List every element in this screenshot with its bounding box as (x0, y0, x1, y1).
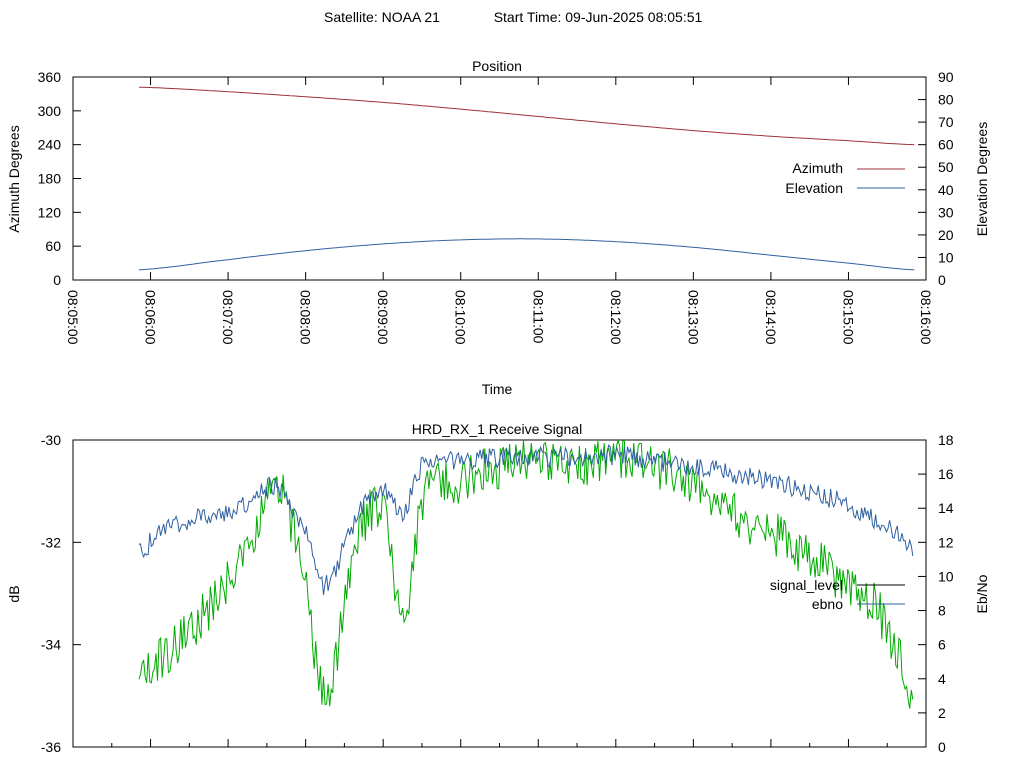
y2-tick-label: 10 (938, 249, 954, 265)
y-tick-label: 240 (38, 137, 62, 153)
position-chart: Position Time Azimuth Degrees Elevation … (6, 58, 990, 397)
x-tick-label: 08:12:00 (608, 290, 624, 345)
y2-tick-label: 70 (938, 114, 954, 130)
y-tick-label: 300 (38, 103, 62, 119)
x-tick-label: 08:16:00 (918, 290, 934, 345)
x-tick-label: 08:05:00 (65, 290, 81, 345)
position-ylabel: Azimuth Degrees (6, 125, 22, 232)
y2-tick-label: 18 (938, 432, 954, 448)
x-tick-label: 08:13:00 (685, 290, 701, 345)
x-tick-label: 08:11:00 (530, 290, 546, 344)
y-tick-label: -32 (41, 534, 61, 550)
y-tick-label: 60 (45, 238, 61, 254)
legend-signal-level-label: signal_level (770, 577, 843, 593)
x-tick-label: 08:14:00 (763, 290, 779, 345)
position-y2label: Elevation Degrees (974, 122, 990, 236)
signal-y2label: Eb/No (974, 574, 990, 613)
y2-tick-label: 8 (938, 603, 946, 619)
x-tick-label: 08:07:00 (220, 290, 236, 345)
series-line-elevation (138, 238, 915, 271)
y2-tick-label: 30 (938, 204, 954, 220)
y2-tick-label: 10 (938, 568, 954, 584)
y2-tick-label: 6 (938, 637, 946, 653)
series-line-ebno (138, 444, 914, 595)
x-tick-label: 08:15:00 (840, 290, 856, 345)
y2-tick-label: 0 (938, 272, 946, 288)
y2-tick-label: 2 (938, 705, 946, 721)
position-legend: Azimuth Elevation (785, 160, 905, 196)
y2-tick-label: 40 (938, 182, 954, 198)
y-tick-label: 180 (38, 171, 62, 187)
legend-azimuth-label: Azimuth (792, 160, 843, 176)
y2-tick-label: 90 (938, 69, 954, 85)
y2-tick-label: 16 (938, 466, 954, 482)
satellite-label: Satellite: NOAA 21 (324, 9, 440, 25)
y2-tick-label: 20 (938, 227, 954, 243)
y2-tick-label: 14 (938, 500, 954, 516)
series-line-signal_level (138, 438, 914, 709)
y2-tick-label: 60 (938, 137, 954, 153)
y-tick-label: -34 (41, 637, 61, 653)
y-tick-label: -30 (41, 432, 61, 448)
x-tick-label: 08:08:00 (298, 290, 314, 345)
signal-legend: signal_level ebno (770, 577, 905, 612)
series-line-azimuth (138, 86, 915, 146)
y2-tick-label: 0 (938, 739, 946, 755)
signal-chart: HRD_RX_1 Receive Signal dB Eb/No -36 -34 -… (6, 421, 990, 755)
position-xlabel: Time (482, 381, 513, 397)
y-tick-label: 360 (38, 69, 62, 85)
signal-ylabel: dB (6, 585, 22, 602)
x-tick-label: 08:06:00 (143, 290, 159, 345)
y-tick-label: -36 (41, 739, 61, 755)
legend-ebno-label: ebno (812, 596, 843, 612)
y-tick-label: 120 (38, 204, 62, 220)
start-time-label: Start Time: 09-Jun-2025 08:05:51 (494, 9, 703, 25)
signal-title: HRD_RX_1 Receive Signal (412, 421, 582, 437)
y-tick-label: 0 (53, 272, 61, 288)
x-tick-label: 08:10:00 (453, 290, 469, 345)
position-plot-frame (72, 76, 927, 281)
legend-elevation-label: Elevation (785, 180, 843, 196)
y2-tick-label: 80 (938, 92, 954, 108)
y2-tick-label: 4 (938, 671, 946, 687)
y2-tick-label: 12 (938, 534, 954, 550)
y2-tick-label: 50 (938, 159, 954, 175)
position-title: Position (472, 58, 522, 74)
x-tick-label: 08:09:00 (375, 290, 391, 345)
